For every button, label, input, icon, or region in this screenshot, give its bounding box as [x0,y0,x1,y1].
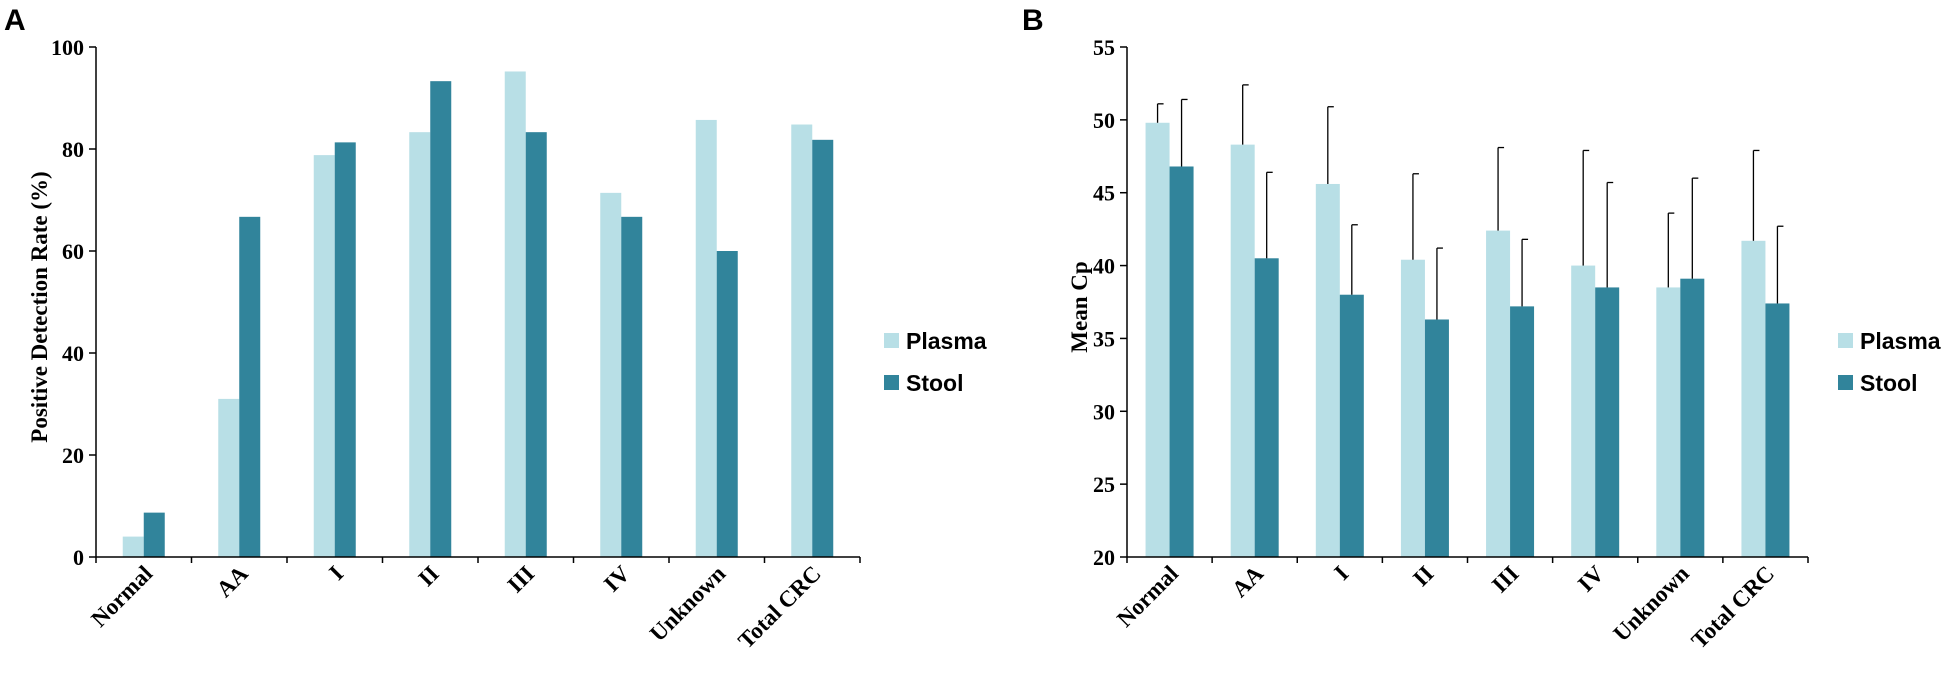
bar-stool-normal [143,512,165,557]
bar-stool-aa [239,216,261,557]
panel-b-y-axis-title: Mean Cp [1067,261,1092,352]
bar-plasma-normal [1145,122,1170,558]
bar-plasma-total-crc [1741,240,1766,558]
panel-a-category-label-iv: IV [599,561,635,597]
bar-plasma-iii [1486,230,1511,557]
bar-stool-total-crc [812,139,834,557]
bar-stool-ii [430,81,452,558]
panel-a-y-ticks: 0 20 40 60 80 100 [51,35,96,570]
bar-plasma-iv [1571,265,1596,557]
bar-stool-total-crc [1765,303,1790,557]
panel-b-category-label-normal: Normal [1112,561,1183,632]
bar-plasma-normal [122,536,144,557]
panel-b-legend-stool-label: Stool [1860,370,1918,396]
panel-b-y-tick-label: 50 [1093,108,1115,133]
panel-b-legend-stool-swatch [1838,375,1853,390]
panel-a-legend: Plasma Stool [884,328,987,396]
panel-a-category-label-total-crc: Total CRC [733,561,826,654]
panel-a-category-label-aa: AA [212,561,253,602]
panel-a-label: A [4,4,26,37]
panel-b-y-tick-label: 30 [1093,399,1115,424]
bar-stool-i [1339,294,1364,557]
bar-plasma-iii [504,71,526,557]
panel-a-y-tick-label: 0 [73,545,84,570]
panel-b-y-tick-label: 40 [1093,254,1115,279]
bar-stool-unknown [716,251,738,557]
bar-stool-normal [1169,166,1194,557]
panel-b-label: B [1022,4,1044,37]
panel-b-category-label-unknown: Unknown [1608,561,1694,647]
panel-b-legend-plasma-swatch [1838,333,1853,348]
panel-a-category-label-iii: III [503,561,540,598]
panel-a-y-axis-title: Positive Detection Rate (%) [27,171,52,442]
panel-b-category-label-ii: II [1408,561,1438,591]
bar-plasma-ii [1400,259,1425,557]
bar-plasma-ii [409,132,431,558]
panel-a-category-label-normal: Normal [86,561,157,632]
panel-a: A Positive Detection Rate (%) 0 20 40 60 80 1… [4,4,987,653]
panel-b-bars [1145,84,1790,558]
panel-b-legend-plasma-label: Plasma [1860,328,1941,354]
panel-b-category-label-iv: IV [1573,561,1609,597]
bar-plasma-unknown [695,119,717,558]
bar-stool-i [334,142,356,557]
panel-a-y-tick-label: 60 [62,239,84,264]
bar-plasma-total-crc [791,124,813,558]
panel-b-y-ticks: 20 25 30 35 40 45 50 55 [1093,35,1127,570]
panel-b-y-tick-label: 45 [1093,181,1115,206]
panel-a-y-tick-label: 40 [62,341,84,366]
panel-b-category-label-aa: AA [1227,561,1268,602]
bar-plasma-i [313,155,335,557]
bar-stool-aa [1254,258,1279,557]
panel-b-category-label-iii: III [1487,561,1524,598]
panel-a-y-tick-label: 100 [51,35,84,60]
bar-stool-iii [1510,306,1535,557]
panel-b-y-tick-label: 55 [1093,35,1115,60]
panel-a-category-label-unknown: Unknown [645,561,731,647]
panel-a-y-tick-label: 20 [62,443,84,468]
bar-stool-iii [525,132,547,558]
panel-b-y-tick-label: 35 [1093,326,1115,351]
panel-a-category-label-ii: II [413,561,443,591]
panel-b-y-tick-label: 25 [1093,472,1115,497]
bar-plasma-i [1315,183,1340,557]
panel-b-category-label-i: I [1329,561,1353,585]
bar-plasma-unknown [1656,287,1681,557]
panel-a-legend-plasma-label: Plasma [906,328,987,354]
bar-stool-iv [1595,287,1620,557]
bar-stool-iv [621,216,643,557]
bar-plasma-aa [218,398,240,557]
panel-a-categories: Normal AA I II III IV Unknown Total CRC [86,557,861,654]
panel-a-legend-stool-label: Stool [906,370,964,396]
panel-a-category-label-i: I [324,561,348,585]
panel-a-y-tick-label: 80 [62,137,84,162]
panel-b-y-tick-label: 20 [1093,545,1115,570]
bar-stool-ii [1424,319,1449,557]
panel-a-legend-plasma-swatch [884,333,899,348]
bar-plasma-iv [600,192,622,558]
bar-plasma-aa [1230,144,1255,557]
bar-stool-unknown [1680,278,1705,557]
panel-b-category-label-total-crc: Total CRC [1686,561,1779,654]
panel-a-bars [122,71,834,558]
panel-b-legend: Plasma Stool [1838,328,1941,396]
panel-a-legend-stool-swatch [884,375,899,390]
